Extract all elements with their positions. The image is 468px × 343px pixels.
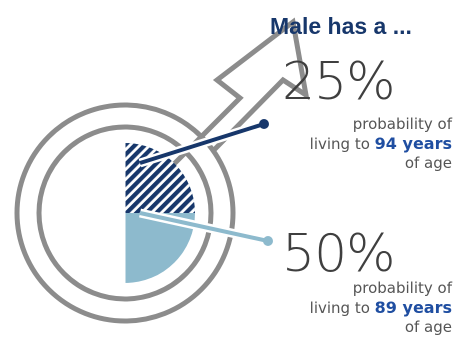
- description-25: probability of living to 94 years of age: [310, 115, 452, 173]
- age-94: 94 years: [374, 134, 452, 153]
- living-to-text: living to: [309, 135, 375, 153]
- description-line-2: living to 94 years: [310, 134, 452, 154]
- outer-ring: [14, 102, 236, 324]
- percent-label-50: 50%: [282, 224, 396, 284]
- leader-lines: [138, 119, 273, 246]
- percent-label-25: 25%: [282, 52, 396, 112]
- leader-line-50-dot: [263, 236, 273, 246]
- description-line-2: living to 89 years: [310, 298, 452, 318]
- description-50: probability of living to 89 years of age: [310, 279, 452, 337]
- male-symbol-arrow-icon: [168, 17, 310, 170]
- description-line-3: of age: [404, 318, 452, 336]
- inner-ring: [36, 124, 214, 302]
- leader-line-50: [139, 211, 269, 243]
- leader-line-25-dot: [259, 119, 269, 129]
- age-89: 89 years: [374, 298, 452, 317]
- description-line-1: probability of: [352, 115, 452, 133]
- description-line-3: of age: [404, 154, 452, 172]
- leader-line-25: [139, 122, 265, 165]
- description-line-1: probability of: [352, 279, 452, 297]
- chart-heading: Male has a ...: [270, 13, 412, 39]
- living-to-text: living to: [309, 299, 375, 317]
